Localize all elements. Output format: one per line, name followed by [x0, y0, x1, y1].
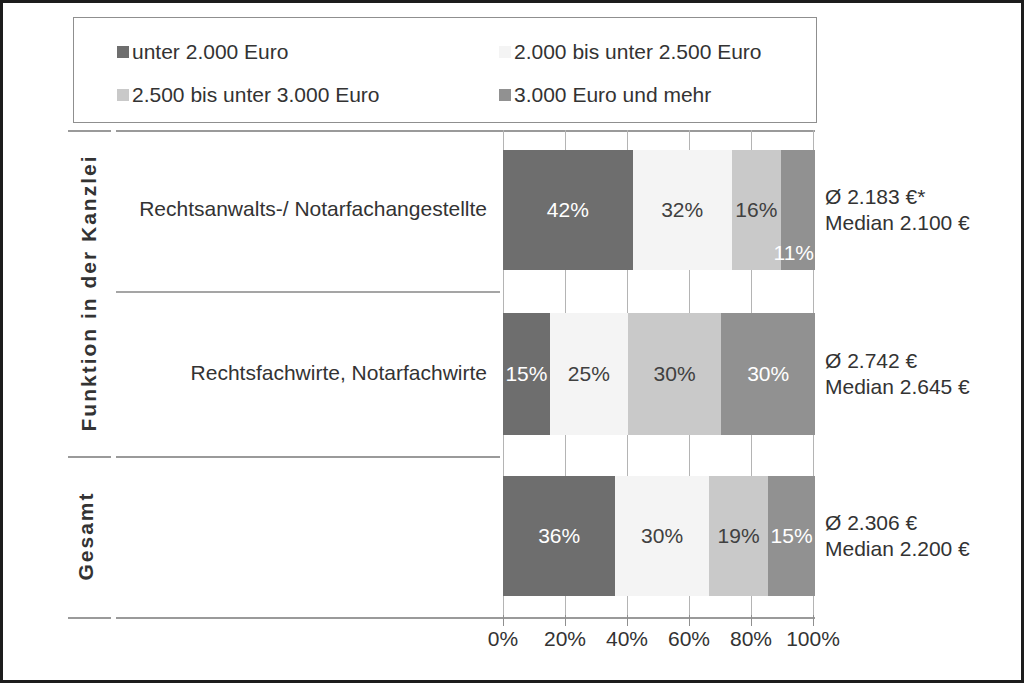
bar-segment: 15%: [503, 313, 550, 435]
x-tick-mark: [689, 615, 690, 626]
median-value: Median 2.200 €: [825, 536, 1020, 562]
mean-value: Ø 2.183 €*: [825, 184, 1020, 210]
segment-value-label: 32%: [661, 198, 703, 222]
mean-value: Ø 2.742 €: [825, 348, 1020, 374]
stacked-bar-gesamt: 36% 30% 19% 15%: [503, 476, 815, 596]
segment-value-label: 25%: [568, 362, 610, 386]
legend-item: 2.000 bis unter 2.500 Euro: [499, 40, 762, 64]
legend-label: unter 2.000 Euro: [132, 40, 288, 64]
bar-segment: 30%: [628, 313, 722, 435]
bar-segment: 32%: [633, 150, 732, 270]
bar-segment: 19%: [709, 476, 768, 596]
segment-value-label: 15%: [771, 524, 813, 548]
median-value: Median 2.100 €: [825, 210, 1020, 236]
legend-item: unter 2.000 Euro: [117, 40, 288, 64]
segment-value-label: 30%: [747, 362, 789, 386]
y-axis-gesamt-label: Gesamt: [71, 436, 101, 636]
x-tick-mark: [627, 615, 628, 626]
x-tick-label: 100%: [763, 627, 863, 651]
annotation-block: Ø 2.742 € Median 2.645 €: [825, 348, 1020, 400]
legend-swatch-lightest: [499, 46, 511, 58]
bar-segment: 30%: [615, 476, 709, 596]
legend-swatch-medium: [499, 89, 511, 101]
legend-swatch-light: [117, 89, 129, 101]
legend-label: 2.500 bis unter 3.000 Euro: [132, 83, 380, 107]
x-axis-line: [116, 617, 815, 619]
legend-label: 2.000 bis unter 2.500 Euro: [514, 40, 762, 64]
segment-value-label: 19%: [718, 524, 760, 548]
legend-item: 3.000 Euro und mehr: [499, 83, 711, 107]
x-tick-mark: [565, 615, 566, 626]
segment-value-label: 36%: [538, 524, 580, 548]
legend-label: 3.000 Euro und mehr: [514, 83, 711, 107]
legend: unter 2.000 Euro 2.000 bis unter 2.500 E…: [73, 17, 817, 123]
category-separator-line: [116, 291, 500, 293]
segment-value-label: 16%: [735, 198, 777, 222]
bar-segment: 42%: [503, 150, 633, 270]
category-label: Rechtsfachwirte, Notarfachwirte: [116, 361, 487, 385]
legend-item: 2.500 bis unter 3.000 Euro: [117, 83, 380, 107]
annotation-block: Ø 2.306 € Median 2.200 €: [825, 510, 1020, 562]
bar-segment: 36%: [503, 476, 615, 596]
median-value: Median 2.645 €: [825, 374, 1020, 400]
segment-value-label: 30%: [641, 524, 683, 548]
legend-swatch-dark: [117, 46, 129, 58]
segment-value-label: 30%: [654, 362, 696, 386]
x-tick-mark: [503, 615, 504, 626]
bar-segment: 25%: [550, 313, 628, 435]
x-tick-mark: [813, 615, 814, 626]
segment-value-label: 15%: [505, 362, 547, 386]
bar-segment: 30%: [721, 313, 815, 435]
segment-value-label: 11%: [774, 241, 814, 265]
annotation-block: Ø 2.183 €* Median 2.100 €: [825, 184, 1020, 236]
stacked-bar-rechtsfachwirte: 15% 25% 30% 30%: [503, 313, 815, 435]
stacked-bar-rechtsanwaltsfachangestellte: 42% 32% 16% 11%: [503, 150, 815, 270]
bar-segment: 15%: [768, 476, 815, 596]
x-tick-mark: [751, 615, 752, 626]
category-label: Rechtsanwalts-/ Notarfachangestellte: [116, 197, 487, 221]
y-axis-group-label: Funktion in der Kanzlei: [74, 123, 104, 463]
group-separator-line: [116, 456, 500, 458]
mean-value: Ø 2.306 €: [825, 510, 1020, 536]
bar-segment: 11%: [781, 150, 815, 270]
segment-value-label: 42%: [547, 198, 589, 222]
axis-line: [116, 130, 815, 132]
salary-distribution-chart: unter 2.000 Euro 2.000 bis unter 2.500 E…: [0, 0, 1024, 683]
